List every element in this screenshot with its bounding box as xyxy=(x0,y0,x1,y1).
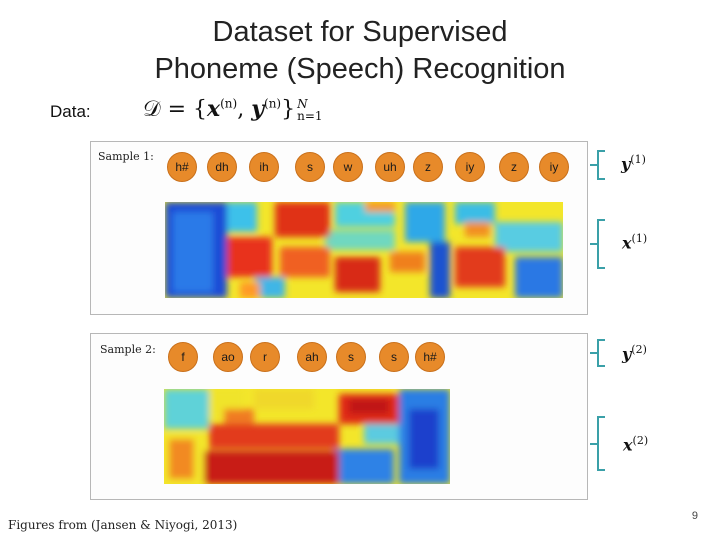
formula-y-sup: (n) xyxy=(264,96,282,111)
phoneme-circle: s xyxy=(295,152,325,182)
phoneme-circle: z xyxy=(499,152,529,182)
phoneme-circle: h# xyxy=(415,342,445,372)
formula-y: y xyxy=(251,96,265,122)
phoneme-circle: r xyxy=(250,342,280,372)
formula-comma: , xyxy=(237,97,245,122)
formula-x-sup: (n) xyxy=(220,96,238,111)
page-number: 9 xyxy=(691,510,698,522)
phoneme-circle: h# xyxy=(167,152,197,182)
title-line-2: Phoneme (Speech) Recognition xyxy=(154,53,566,85)
x1-sup: (1) xyxy=(631,232,648,245)
formula-x: x xyxy=(207,96,221,122)
phoneme-circle: iy xyxy=(455,152,485,182)
phoneme-circle: w xyxy=(333,152,363,182)
data-label: Data: xyxy=(50,102,91,121)
slide-title: Dataset for Supervised Phoneme (Speech) … xyxy=(0,14,720,88)
sample-2-label: Sample 2: xyxy=(100,343,156,356)
sample-2-spectrogram xyxy=(164,389,450,484)
sample-1-label: Sample 1: xyxy=(98,150,154,163)
phoneme-circle: z xyxy=(413,152,443,182)
x1-symbol: x xyxy=(622,233,632,253)
phoneme-circle: dh xyxy=(207,152,237,182)
formula-upper: N xyxy=(297,97,308,111)
phoneme-circle: s xyxy=(379,342,409,372)
phoneme-circle: uh xyxy=(375,152,405,182)
phoneme-circle: ih xyxy=(249,152,279,182)
formula-open-brace: { xyxy=(193,97,207,122)
y2-sup: (2) xyxy=(631,343,647,356)
phoneme-circle: ah xyxy=(297,342,327,372)
phoneme-circle: ao xyxy=(213,342,243,372)
formula-close-brace: } xyxy=(281,97,296,122)
figure-credit: Figures from (Jansen & Niyogi, 2013) xyxy=(8,518,238,532)
sample-1-spectrogram xyxy=(165,202,563,298)
x2-bracket xyxy=(597,416,605,471)
x2-symbol: x xyxy=(623,435,633,455)
y1-sup: (1) xyxy=(630,153,646,166)
x2-label: x(2) xyxy=(623,434,648,454)
title-line-1: Dataset for Supervised xyxy=(212,16,508,48)
formula-lower: n=1 xyxy=(297,109,323,123)
y1-bracket xyxy=(597,150,605,180)
y2-bracket xyxy=(597,339,605,367)
x1-label: x(1) xyxy=(622,232,647,252)
y2-symbol: y xyxy=(622,344,632,364)
formula-equals: = xyxy=(167,97,186,122)
formula-d: 𝒟 xyxy=(143,97,161,122)
y1-label: y(1) xyxy=(621,153,646,173)
y1-symbol: y xyxy=(621,154,631,174)
phoneme-circle: f xyxy=(168,342,198,372)
x2-sup: (2) xyxy=(632,434,649,447)
phoneme-circle: iy xyxy=(539,152,569,182)
phoneme-circle: s xyxy=(336,342,366,372)
x1-bracket xyxy=(597,219,605,269)
y2-label: y(2) xyxy=(622,343,647,363)
